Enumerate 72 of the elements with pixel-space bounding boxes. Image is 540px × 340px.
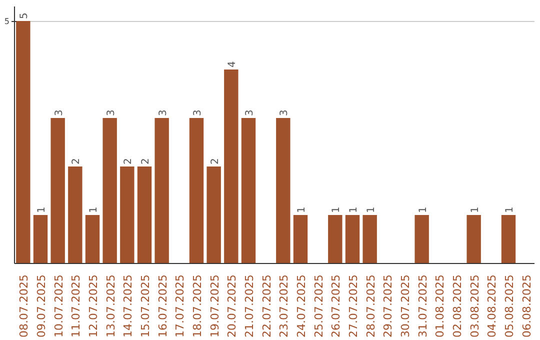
x-tick-label: 04.08.2025 — [486, 274, 499, 338]
bar — [362, 215, 377, 264]
x-tick-label: 16.07.2025 — [156, 274, 170, 338]
data-label: 1 — [504, 206, 516, 214]
x-tick-label: 24.07.2025 — [295, 274, 308, 338]
data-label: 3 — [279, 110, 290, 116]
bar — [345, 215, 360, 264]
data-label: 1 — [366, 206, 377, 214]
bar — [466, 215, 481, 264]
x-tick-label: 19.07.2025 — [208, 274, 222, 338]
x-tick-label: 15.07.2025 — [139, 274, 152, 338]
x-tick-label: 14.07.2025 — [122, 274, 135, 338]
x-tick-label: 02.08.2025 — [451, 274, 464, 338]
data-label: 1 — [36, 206, 48, 214]
data-label: 3 — [192, 110, 204, 116]
x-tick-label: 17.07.2025 — [174, 274, 187, 338]
x-tick-label: 13.07.2025 — [104, 274, 118, 338]
bar — [189, 118, 204, 264]
x-tick-label: 22.07.2025 — [260, 274, 274, 338]
x-tick-label: 21.07.2025 — [243, 274, 256, 338]
bar — [68, 166, 82, 264]
bar — [206, 166, 221, 264]
bar — [241, 118, 256, 264]
data-label: 1 — [296, 206, 308, 214]
data-label: 1 — [88, 206, 100, 214]
data-label: 3 — [158, 110, 169, 116]
bar — [154, 118, 169, 264]
data-label: 4 — [227, 61, 238, 68]
data-label: 3 — [54, 110, 65, 116]
x-tick-label: 06.08.2025 — [520, 274, 534, 338]
x-tick-label: 18.07.2025 — [191, 274, 204, 338]
bar — [224, 70, 238, 264]
bar — [276, 118, 290, 264]
bar — [85, 215, 100, 264]
bar — [501, 215, 516, 264]
x-tick-label: 01.08.2025 — [434, 274, 447, 338]
x-tick-label: 11.07.2025 — [70, 274, 83, 338]
x-tick-label: 09.07.2025 — [35, 274, 48, 338]
data-label: 2 — [210, 158, 221, 165]
x-tick-label: 31.07.2025 — [416, 274, 430, 338]
x-tick-label: 20.07.2025 — [226, 274, 239, 338]
data-label: 2 — [71, 158, 82, 165]
bar — [16, 21, 30, 264]
x-tick-label: 10.07.2025 — [52, 274, 66, 338]
data-label: 2 — [140, 158, 152, 165]
data-label: 3 — [106, 110, 117, 116]
data-label: 1 — [470, 206, 481, 214]
bar — [414, 215, 429, 264]
x-tick-label: 30.07.2025 — [399, 274, 412, 338]
x-tick-label: 05.08.2025 — [503, 274, 516, 338]
x-tick-label: 27.07.2025 — [347, 274, 360, 338]
bar — [120, 166, 134, 264]
data-label: 1 — [348, 206, 360, 214]
bar — [102, 118, 117, 264]
data-label: 3 — [244, 110, 256, 116]
x-tick-label: 26.07.2025 — [330, 274, 343, 338]
bar — [137, 166, 152, 264]
x-tick-label: 12.07.2025 — [87, 274, 100, 338]
x-tick-label: 25.07.2025 — [312, 274, 326, 338]
data-label: 1 — [418, 206, 429, 214]
bar — [33, 215, 48, 264]
data-label: 5 — [19, 12, 30, 20]
bar — [50, 118, 65, 264]
x-tick-label: 23.07.2025 — [278, 274, 291, 338]
x-tick-label: 08.07.2025 — [18, 274, 31, 338]
x-tick-label: 29.07.2025 — [382, 274, 395, 338]
bar — [293, 215, 308, 264]
x-tick-label: 28.07.2025 — [364, 274, 378, 338]
data-label: 2 — [123, 158, 134, 165]
data-label: 1 — [331, 206, 342, 214]
x-tick-label: 03.08.2025 — [468, 274, 482, 338]
bar — [328, 215, 342, 264]
